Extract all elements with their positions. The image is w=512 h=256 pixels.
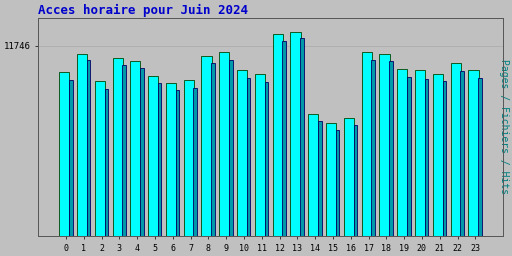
Bar: [211, 63, 215, 256]
Bar: [148, 76, 158, 256]
Bar: [283, 41, 286, 256]
Bar: [354, 125, 357, 256]
Bar: [122, 65, 126, 256]
Bar: [273, 34, 283, 256]
Bar: [158, 83, 161, 256]
Bar: [379, 54, 390, 256]
Bar: [184, 80, 194, 256]
Bar: [202, 56, 211, 256]
Bar: [326, 123, 336, 256]
Bar: [433, 74, 443, 256]
Text: Acces horaire pour Juin 2024: Acces horaire pour Juin 2024: [38, 4, 248, 17]
Y-axis label: Pages / Fichiers / Hits: Pages / Fichiers / Hits: [499, 59, 508, 194]
Bar: [443, 81, 446, 256]
Bar: [397, 69, 408, 256]
Bar: [140, 68, 144, 256]
Bar: [478, 78, 482, 256]
Bar: [415, 70, 425, 256]
Bar: [407, 77, 411, 256]
Bar: [389, 61, 393, 256]
Bar: [361, 52, 372, 256]
Bar: [318, 121, 322, 256]
Bar: [425, 79, 429, 256]
Bar: [290, 32, 301, 256]
Bar: [69, 80, 73, 256]
Bar: [166, 83, 176, 256]
Bar: [229, 60, 232, 256]
Bar: [219, 52, 229, 256]
Bar: [131, 61, 140, 256]
Bar: [247, 78, 250, 256]
Bar: [371, 60, 375, 256]
Bar: [87, 60, 90, 256]
Bar: [300, 38, 304, 256]
Bar: [59, 72, 69, 256]
Bar: [344, 118, 354, 256]
Bar: [77, 54, 87, 256]
Bar: [460, 71, 464, 256]
Bar: [95, 81, 105, 256]
Bar: [237, 70, 247, 256]
Bar: [308, 114, 318, 256]
Bar: [104, 89, 108, 256]
Bar: [451, 63, 461, 256]
Bar: [176, 90, 179, 256]
Bar: [255, 74, 265, 256]
Bar: [336, 130, 339, 256]
Bar: [468, 70, 479, 256]
Bar: [194, 88, 197, 256]
Bar: [113, 58, 123, 256]
Bar: [265, 82, 268, 256]
